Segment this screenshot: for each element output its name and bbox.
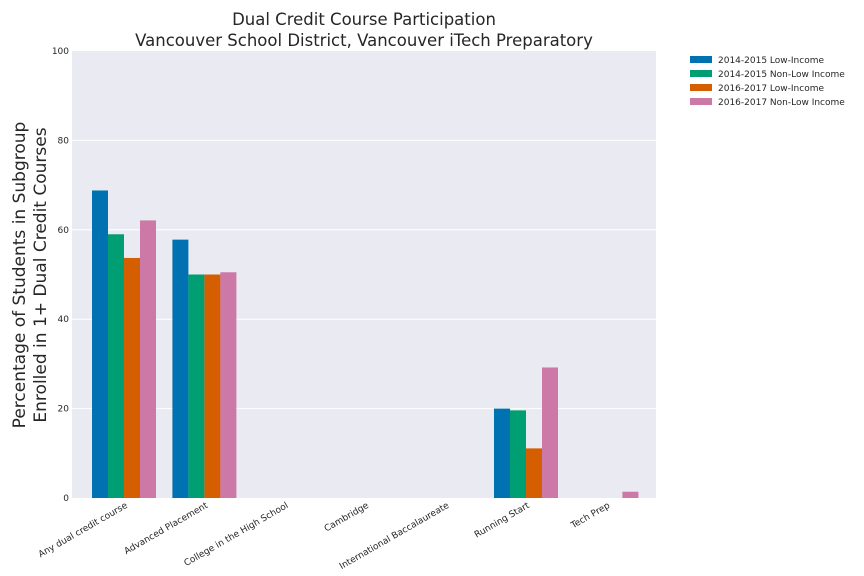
- legend-swatch: [690, 70, 712, 77]
- grid: [72, 139, 656, 410]
- x-tick-label: Any dual credit course: [37, 501, 130, 560]
- y-tick-label: 20: [58, 405, 70, 415]
- x-tick-label: Advanced Placement: [123, 501, 210, 557]
- bar: [542, 367, 558, 498]
- y-tick-label: 0: [63, 494, 69, 504]
- legend-label: 2016-2017 Non-Low Income: [718, 98, 845, 108]
- y-axis-label: Percentage of Students in Subgroup Enrol…: [10, 122, 51, 429]
- y-axis-label-line-1: Percentage of Students in Subgroup: [10, 122, 30, 429]
- bar: [92, 190, 108, 499]
- plot-area: [72, 51, 656, 498]
- x-tick-label: Running Start: [473, 501, 532, 541]
- bar: [188, 274, 205, 498]
- legend-swatch: [690, 84, 712, 91]
- y-tick-label: 40: [58, 315, 70, 325]
- legend-label: 2016-2017 Low-Income: [718, 84, 824, 94]
- bar: [510, 410, 526, 498]
- legend: 2014-2015 Low-Income 2014-2015 Non-Low In…: [690, 56, 845, 108]
- bar: [108, 234, 124, 498]
- x-tick-label: Cambridge: [323, 501, 371, 535]
- bar: [622, 491, 639, 498]
- legend-swatch: [690, 56, 712, 63]
- bar: [220, 272, 237, 498]
- bar: [494, 408, 510, 498]
- bar: [526, 448, 542, 498]
- bar: [140, 220, 156, 498]
- y-tick-label: 80: [58, 136, 70, 146]
- bars: [92, 190, 639, 499]
- legend-label: 2014-2015 Low-Income: [718, 56, 824, 66]
- chart-title-line-2: Vancouver School District, Vancouver iTe…: [135, 31, 593, 50]
- legend-swatch: [690, 98, 712, 105]
- chart-title-line-1: Dual Credit Course Participation: [232, 10, 496, 29]
- y-ticks: 0 20 40 60 80 100: [52, 47, 69, 504]
- bar: [204, 274, 221, 498]
- bar: [124, 257, 140, 498]
- y-tick-label: 60: [58, 226, 70, 236]
- y-axis-label-line-2: Enrolled in 1+ Dual Credit Courses: [31, 127, 51, 422]
- y-tick-label: 100: [52, 47, 69, 57]
- bar: [172, 239, 189, 498]
- legend-label: 2014-2015 Non-Low Income: [718, 70, 845, 80]
- x-tick-label: Tech Prep: [569, 501, 612, 532]
